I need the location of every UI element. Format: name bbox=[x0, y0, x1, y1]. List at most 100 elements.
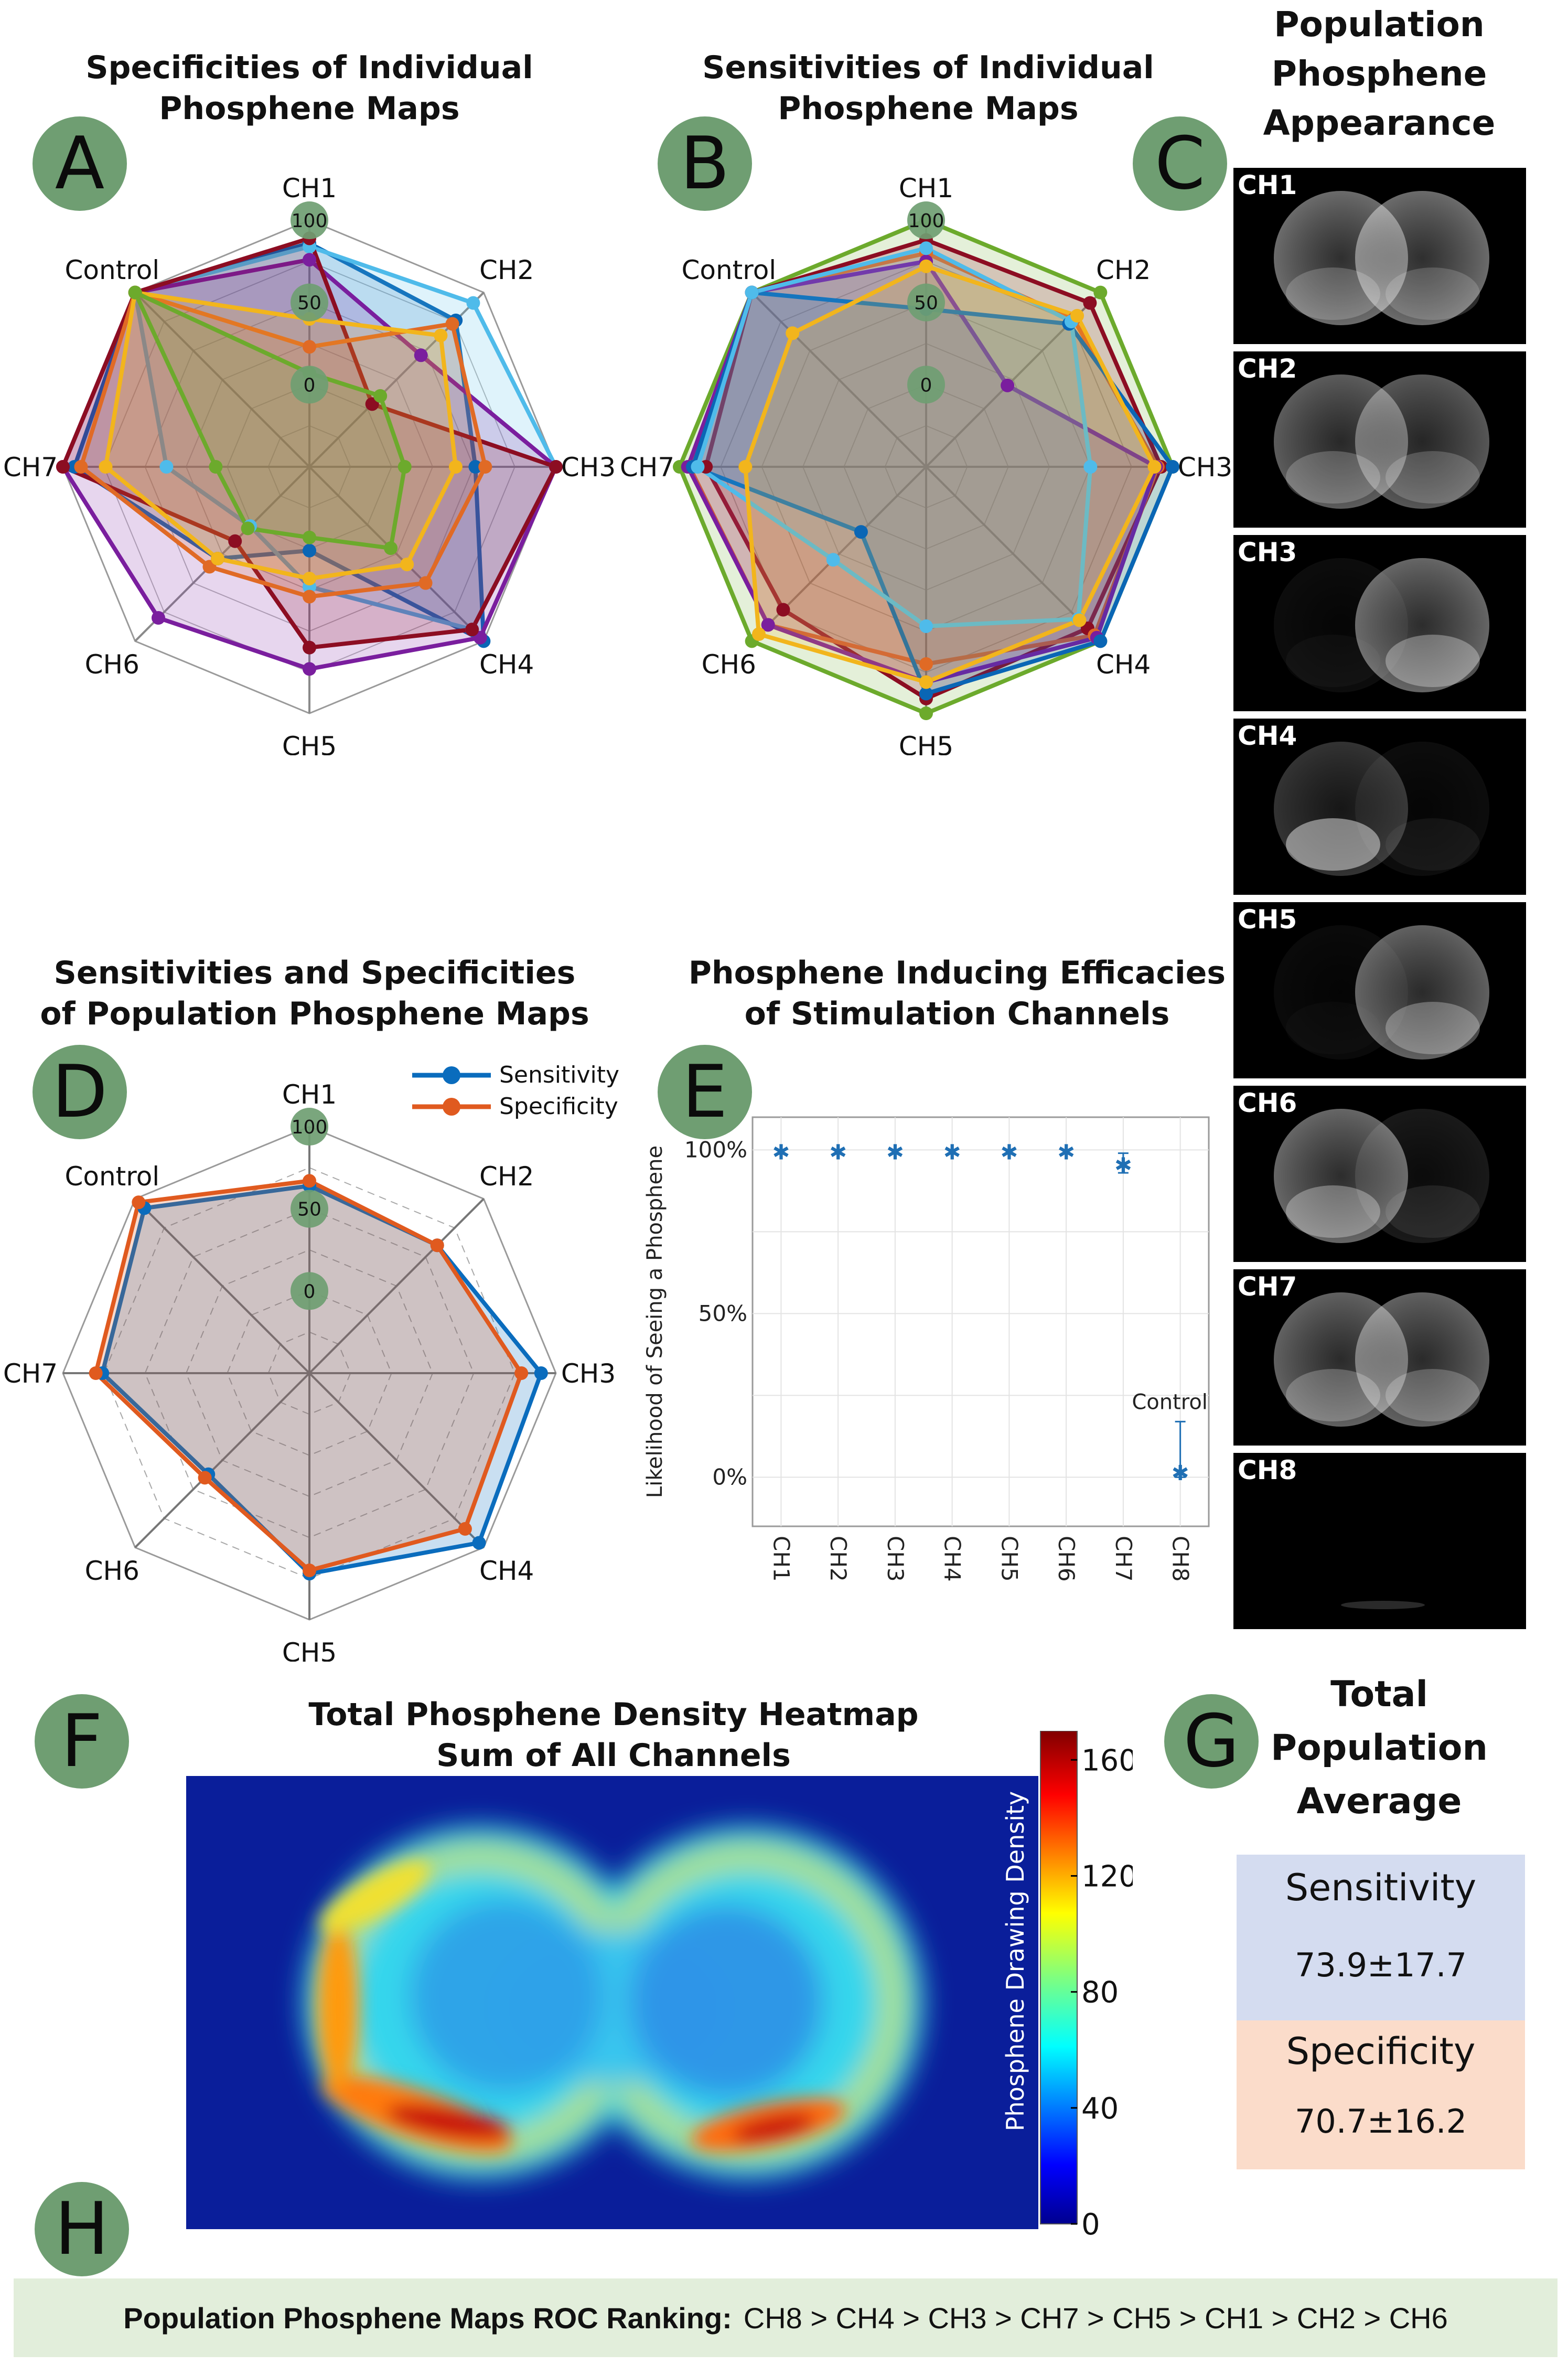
panel-f-title-line2: Sum of All Channels bbox=[436, 1737, 791, 1774]
tile-ch2-right-glow bbox=[1386, 451, 1480, 504]
panel-a-title-line2: Phosphene Maps bbox=[159, 90, 460, 127]
b-point-s6-ch7 bbox=[691, 460, 705, 474]
a-point-s1-ch5 bbox=[303, 543, 316, 558]
panel-badge-b: B bbox=[658, 116, 752, 211]
sensitivity-box: Sensitivity 73.9±17.7 bbox=[1237, 1855, 1525, 2020]
density-heatmap bbox=[186, 1776, 1038, 2229]
roc-ranking-bar: Population Phosphene Maps ROC Ranking: C… bbox=[14, 2278, 1558, 2357]
d-radar-ring-0 bbox=[103, 1167, 515, 1579]
panel-g-title-line3: Average bbox=[1296, 1781, 1462, 1822]
b-point-s2-ch6 bbox=[776, 603, 790, 617]
a-ring-badge-2 bbox=[291, 366, 328, 404]
tile-ch3-right-lobe bbox=[1355, 558, 1489, 692]
panel-badge-c: C bbox=[1133, 116, 1227, 211]
tile-ch3-left-glow bbox=[1286, 635, 1380, 687]
b-axis-label-ch3: CH3 bbox=[1178, 452, 1232, 483]
a-point-s5-ch3 bbox=[478, 460, 492, 474]
heatmap-hotspot-layer bbox=[318, 1860, 845, 2153]
b-ring-label-1: 50 bbox=[914, 293, 938, 314]
panel-f-title-line1: Total Phosphene Density Heatmap bbox=[308, 1696, 919, 1733]
phosphene-tile-label-ch7: CH7 bbox=[1238, 1271, 1297, 1302]
panel-c-title-line2: Phosphene bbox=[1271, 53, 1487, 94]
legend-d: Sensitivity Specificity bbox=[407, 1058, 632, 1121]
colorbar-label-text: Phosphene Drawing Density bbox=[1001, 1791, 1029, 2132]
scatter-e-point-ch6: ✱ bbox=[1057, 1140, 1075, 1164]
panel-b-title-line2: Phosphene Maps bbox=[778, 90, 1079, 127]
scatter-e-xtick-ch5: CH5 bbox=[996, 1536, 1022, 1582]
b-point-s5-ch5 bbox=[919, 687, 933, 701]
legend-specificity-marker bbox=[443, 1098, 460, 1116]
a-point-s7-control bbox=[128, 285, 142, 299]
tile-ch8-faint-streak bbox=[1341, 1601, 1425, 1609]
phosphene-tile-image-ch8 bbox=[1341, 1601, 1425, 1609]
tile-ch5-right-glow bbox=[1386, 1002, 1480, 1054]
phosphene-tile-label-ch2: CH2 bbox=[1238, 354, 1297, 384]
phosphene-tile-label-ch6: CH6 bbox=[1238, 1088, 1297, 1118]
sensitivity-label: Sensitivity bbox=[1285, 1866, 1477, 1909]
phosphene-tile-ch1: CH1 bbox=[1233, 168, 1526, 344]
b-point-s4-ch2 bbox=[1001, 378, 1015, 392]
heatmap-left-core bbox=[409, 1899, 603, 2093]
panel-badge-g: G bbox=[1164, 1694, 1259, 1789]
b-ring-badge-2 bbox=[907, 366, 945, 404]
scatter-e-point-ch4: ✱ bbox=[943, 1140, 961, 1164]
a-radar-spoke-7 bbox=[134, 292, 310, 468]
specificity-value: 70.7±16.2 bbox=[1294, 2102, 1467, 2141]
radar-chart-d: 100 50 0 CH1 CH2 CH3 CH4 CH5 CH6 CH7 Control bbox=[3, 1079, 616, 1662]
panel-d-title: Sensitivities and Specificities of Popul… bbox=[26, 953, 603, 1034]
colorbar-tick-label-4: 0 bbox=[1081, 2208, 1100, 2242]
b-point-s2-ch2 bbox=[1083, 296, 1097, 310]
b-point-s5-ch3 bbox=[1166, 460, 1179, 474]
tile-ch4-left-glow bbox=[1286, 818, 1380, 871]
phosphene-tile-label-ch8: CH8 bbox=[1238, 1455, 1297, 1485]
efficacy-scatter-chart: 100% 50% 0% Likelihood of Seeing a Phosphen… bbox=[643, 1116, 1210, 1582]
tile-ch7-right-lobe bbox=[1355, 1292, 1489, 1427]
b-point-s7-ch3 bbox=[1147, 460, 1162, 474]
d-point-Specificity-ch7 bbox=[89, 1366, 103, 1380]
b-axis-label-ch6: CH6 bbox=[702, 649, 756, 680]
scatter-e-xtick-ch4: CH4 bbox=[940, 1536, 965, 1582]
panel-b-title-line1: Sensitivities of Individual bbox=[702, 49, 1154, 86]
a-axis-label-ch3: CH3 bbox=[561, 452, 616, 483]
panel-c-title-line3: Appearance bbox=[1263, 103, 1496, 143]
d-axis-label-control: Control bbox=[65, 1161, 159, 1192]
a-point-s2-ch2 bbox=[466, 296, 480, 310]
colorbar-tick-label-3: 40 bbox=[1081, 2092, 1119, 2126]
phosphene-tile-ch4: CH4 bbox=[1233, 719, 1526, 895]
d-point-Specificity-ch3 bbox=[514, 1366, 529, 1380]
a-point-s7-ch3 bbox=[398, 460, 412, 474]
d-ring-badge-2 bbox=[291, 1272, 328, 1310]
a-point-s5-ch2 bbox=[445, 317, 459, 331]
scatter-e-xtick-ch8: CH8 bbox=[1168, 1536, 1194, 1582]
colorbar-tick-label-0: 160 bbox=[1081, 1743, 1133, 1778]
scatter-e-xtick-ch6: CH6 bbox=[1054, 1536, 1079, 1582]
a-axis-label-ch7: CH7 bbox=[3, 452, 58, 483]
tile-ch2-right-lobe bbox=[1355, 374, 1489, 509]
heatmap-density-layer bbox=[304, 1827, 923, 2178]
radar-chart-b: 100 50 0 CH1 CH2 CH3 CH4 CH5 CH6 CH7 Control bbox=[620, 173, 1232, 755]
tile-ch5-right-lobe bbox=[1355, 925, 1489, 1060]
d-point-Specificity-ch5 bbox=[303, 1564, 316, 1577]
a-point-s5-ch5 bbox=[303, 590, 316, 604]
b-point-s1-ch2 bbox=[1093, 285, 1108, 299]
d-point-Specificity-ch6 bbox=[198, 1471, 212, 1485]
b-point-s6-control bbox=[745, 285, 759, 299]
b-point-s6-ch3 bbox=[1083, 460, 1098, 474]
a-point-s6-ch3 bbox=[448, 460, 463, 474]
tile-ch6-right-glow bbox=[1386, 1185, 1480, 1238]
panel-d-title-line1: Sensitivities and Specificities bbox=[53, 955, 576, 991]
a-ring-label-0: 100 bbox=[292, 210, 328, 232]
d-point-Specificity-control bbox=[132, 1195, 146, 1210]
heatmap-colorbar: 160 120 80 40 0 bbox=[1040, 1731, 1133, 2242]
a-axis-label-ch1: CH1 bbox=[282, 173, 337, 204]
a-ring-badge-0 bbox=[291, 201, 328, 239]
phosphene-tile-ch8: CH8 bbox=[1233, 1453, 1526, 1629]
panel-e-title-line1: Phosphene Inducing Efficacies bbox=[688, 955, 1226, 991]
d-axis-label-ch3: CH3 bbox=[561, 1358, 616, 1389]
d-radar-ring-3 bbox=[227, 1290, 392, 1456]
a-point-s7-ch4 bbox=[384, 541, 398, 555]
b-point-s7-ch4 bbox=[1072, 613, 1087, 627]
heatmap-hotspot-right-core bbox=[732, 2113, 815, 2142]
legend-sensitivity-label: Sensitivity bbox=[499, 1062, 620, 1088]
tile-ch4-right-glow bbox=[1386, 818, 1480, 871]
